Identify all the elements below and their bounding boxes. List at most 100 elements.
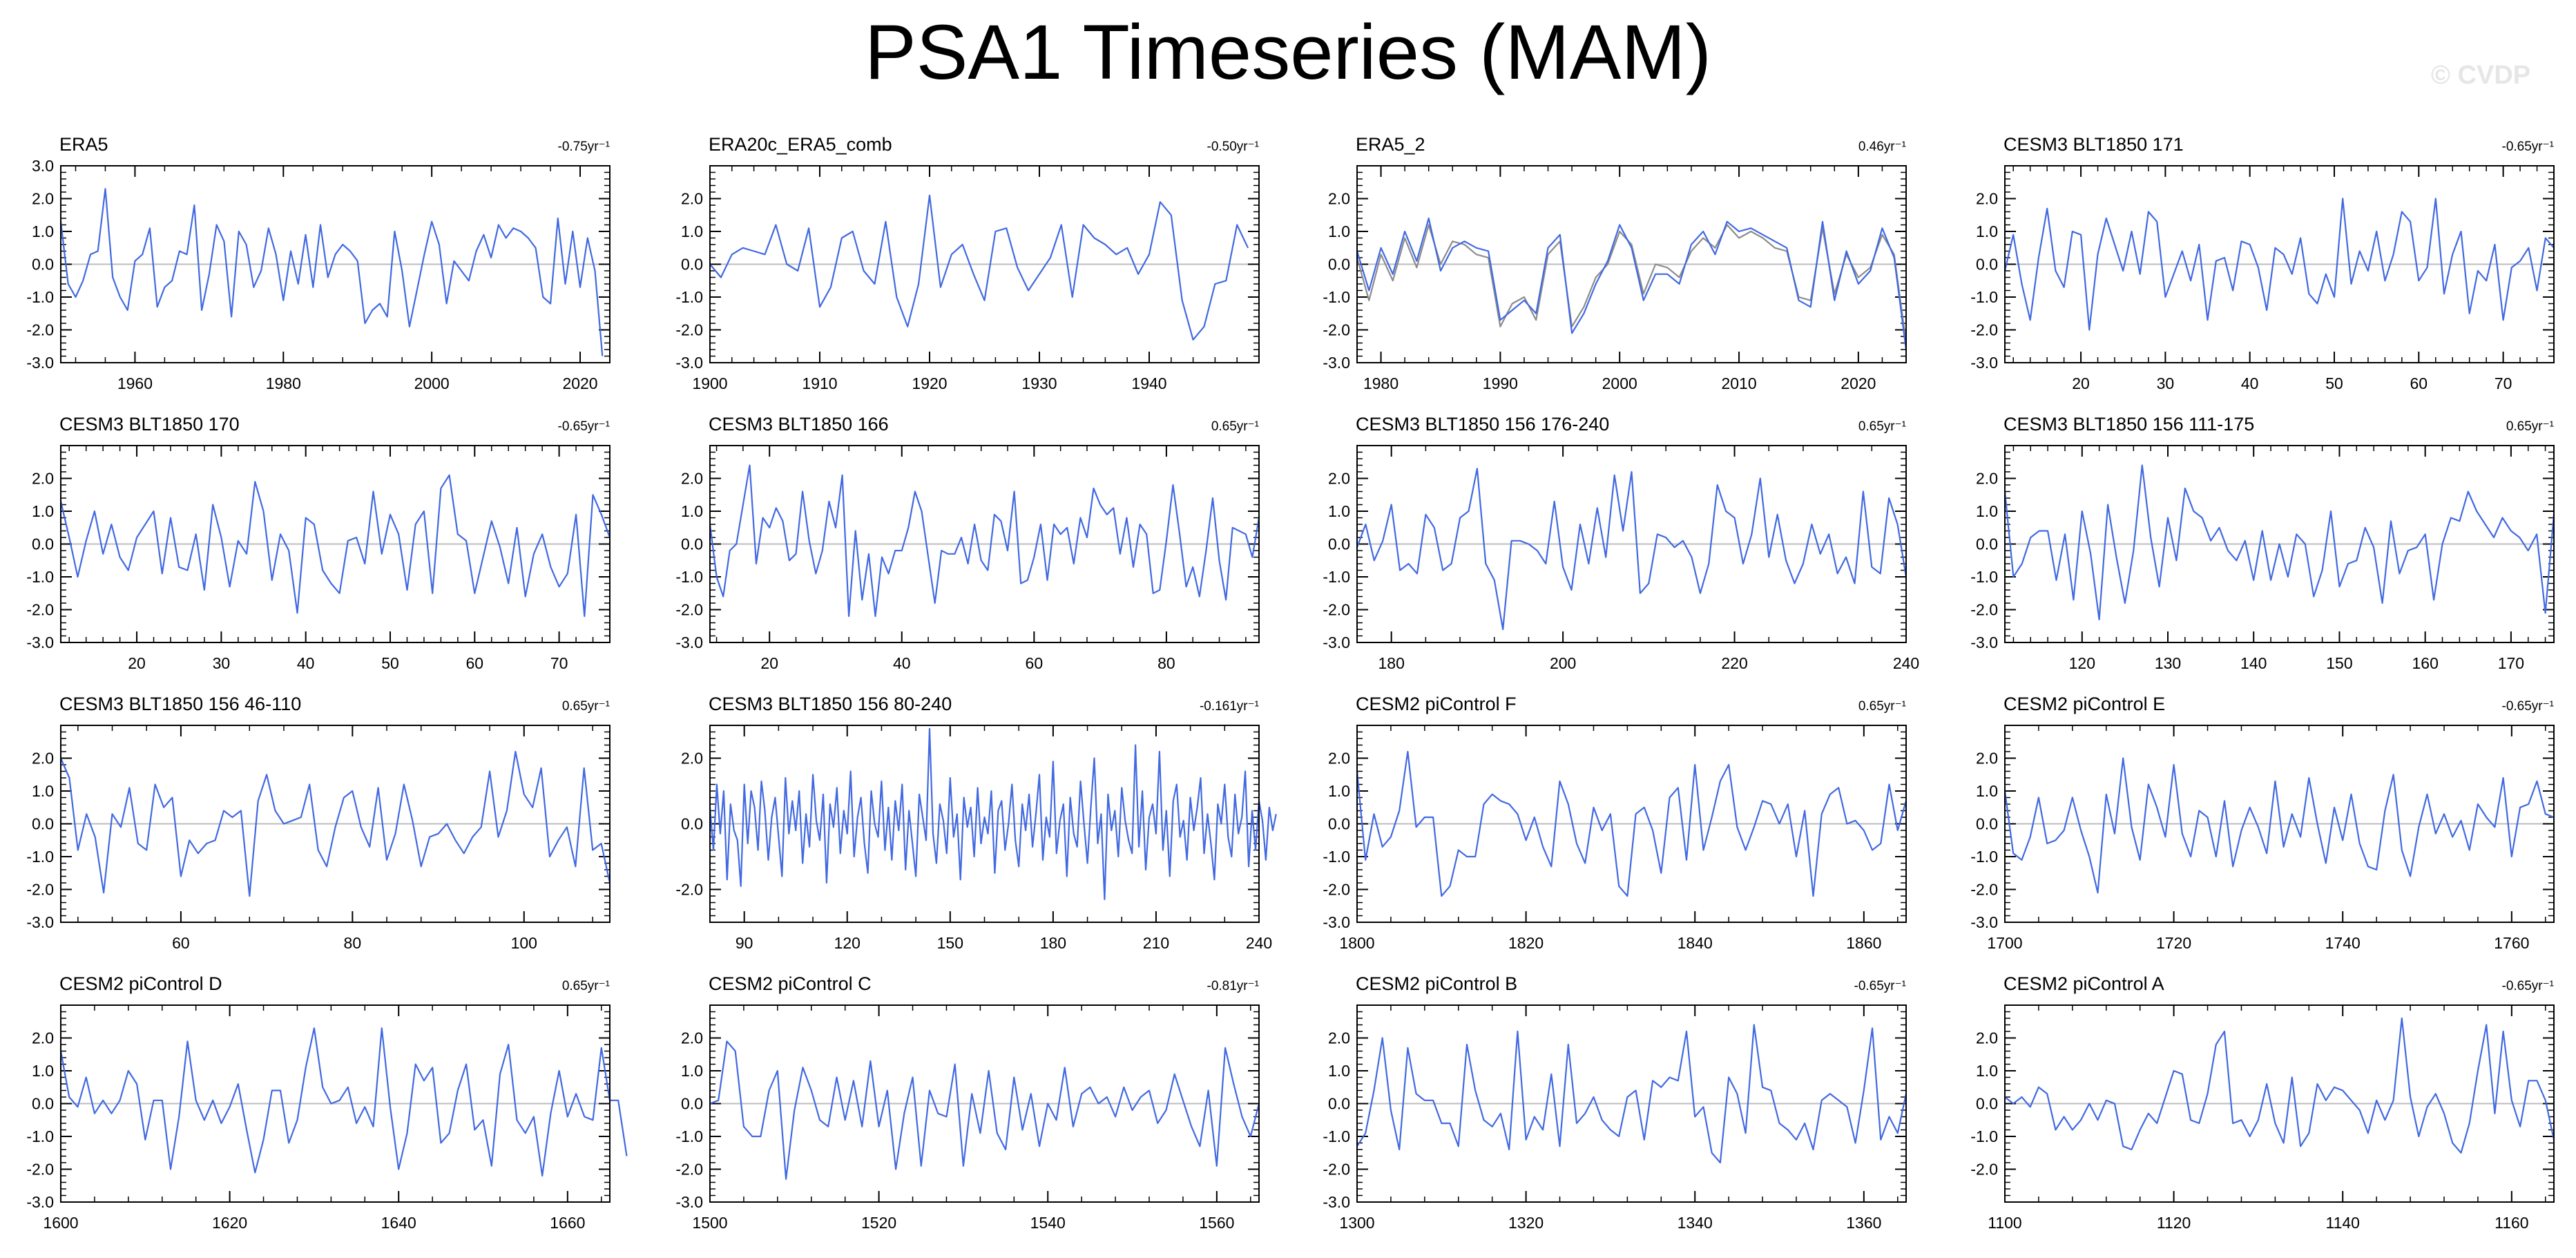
trend-label: -0.65yr⁻¹ [2502, 979, 2555, 993]
x-tick-label: 160 [2412, 654, 2438, 672]
trend-label: -0.75yr⁻¹ [558, 140, 611, 154]
timeseries-panel: CESM2 piControl D 0.65yr⁻¹ -3.0 -2.0 -1.0 0.0… [26, 973, 628, 1232]
y-tick-label: -2.0 [675, 601, 703, 619]
y-tick-label: -2.0 [1323, 881, 1350, 899]
y-tick-label: 2.0 [1976, 470, 1998, 488]
plot-frame [60, 445, 611, 643]
timeseries-panel: CESM2 piControl F 0.65yr⁻¹ -3.0 -2.0 -1.0 0.0… [1323, 694, 1907, 952]
plot-frame [1356, 445, 1907, 643]
y-tick-label: -1.0 [675, 288, 703, 306]
x-tick-label: 1930 [1021, 374, 1057, 392]
timeseries-panel: CESM3 BLT1850 166 0.65yr⁻¹ -3.0 -2.0 -1.0 0.0… [675, 414, 1260, 672]
plot-frame [60, 165, 611, 363]
x-tick-label: 1160 [2495, 1214, 2528, 1232]
y-tick-label: 2.0 [32, 750, 54, 768]
y-tick-label: -3.0 [1323, 913, 1350, 931]
series-line [709, 464, 1260, 618]
plot-frame [60, 725, 611, 923]
series-line [1356, 468, 1907, 631]
timeseries-panel: CESM3 BLT1850 170 -0.65yr⁻¹ -3.0 -2.0 -1.0 0.… [26, 414, 611, 672]
timeseries-panel: ERA5_2 0.46yr⁻¹ -3.0 -2.0 -1.0 0.0 1.0 2.0 1980 1… [1323, 134, 1907, 392]
y-tick-label: 1.0 [1328, 782, 1350, 800]
y-tick-label: -1.0 [1970, 288, 1998, 306]
x-tick-label: 60 [2410, 374, 2428, 392]
y-tick-label: 1.0 [32, 222, 54, 240]
y-tick-label: 2.0 [1328, 470, 1350, 488]
series-line [1356, 217, 1907, 350]
overlay-series-line [1356, 224, 1907, 343]
x-tick-label: 240 [1246, 934, 1272, 952]
x-tick-label: 1800 [1339, 934, 1374, 952]
y-tick-label: -3.0 [26, 913, 54, 931]
y-tick-label: -2.0 [1970, 881, 1998, 899]
y-tick-label: -2.0 [26, 1161, 54, 1179]
timeseries-panel: CESM2 piControl E -0.65yr⁻¹ -3.0 -2.0 -1.0 0.… [1970, 694, 2555, 952]
x-tick-label: 1920 [912, 374, 947, 392]
y-tick-label: 0.0 [1328, 815, 1350, 833]
x-tick-label: 1500 [692, 1214, 727, 1232]
trend-label: 0.46yr⁻¹ [1858, 140, 1906, 154]
y-tick-label: 2.0 [1328, 750, 1350, 768]
y-tick-label: 0.0 [1976, 535, 1998, 553]
x-tick-label: 60 [466, 654, 484, 672]
x-tick-label: 40 [893, 654, 911, 672]
x-tick-label: 1900 [692, 374, 727, 392]
plot-frame [60, 1004, 611, 1203]
x-tick-label: 1520 [861, 1214, 896, 1232]
panel-title: CESM3 BLT1850 156 111-175 [2003, 414, 2254, 435]
x-tick-label: 50 [381, 654, 399, 672]
y-tick-label: -3.0 [26, 633, 54, 651]
x-tick-label: 60 [1026, 654, 1044, 672]
series-line [2004, 1017, 2555, 1154]
series-line [709, 194, 1249, 341]
y-tick-label: 0.0 [681, 535, 703, 553]
y-tick-label: -3.0 [26, 1193, 54, 1211]
timeseries-panel: CESM3 BLT1850 156 46-110 0.65yr⁻¹ -3.0 -2.0… [26, 694, 611, 952]
plot-frame [709, 1004, 1260, 1203]
x-tick-label: 1820 [1508, 934, 1544, 952]
y-tick-label: 0.0 [32, 1095, 54, 1113]
y-tick-label: -1.0 [1323, 1127, 1350, 1145]
x-tick-label: 70 [2495, 374, 2512, 392]
x-tick-label: 40 [2241, 374, 2259, 392]
y-tick-label: -1.0 [26, 1127, 54, 1145]
timeseries-panel: CESM2 piControl A -0.65yr⁻¹ -2.0 -1.0 0.0 1.0… [1970, 973, 2555, 1232]
y-tick-label: -3.0 [1323, 633, 1350, 651]
x-tick-label: 150 [2326, 654, 2352, 672]
x-tick-label: 80 [344, 934, 362, 952]
x-tick-label: 240 [1893, 654, 1919, 672]
y-tick-label: 1.0 [32, 502, 54, 520]
y-tick-label: -1.0 [1323, 288, 1350, 306]
trend-label: -0.65yr⁻¹ [2502, 140, 2555, 154]
timeseries-panel: ERA5 -0.75yr⁻¹ -3.0 -2.0 -1.0 0.0 1.0 2.0 3.0 196… [26, 134, 611, 392]
series-line [1356, 1024, 1907, 1164]
plot-frame [2004, 1004, 2555, 1203]
y-tick-label: -3.0 [675, 633, 703, 651]
y-tick-label: -1.0 [675, 1127, 703, 1145]
y-tick-label: 2.0 [32, 1029, 54, 1047]
y-tick-label: 0.0 [1976, 256, 1998, 274]
y-tick-label: -2.0 [1970, 321, 1998, 339]
y-tick-label: 2.0 [681, 750, 703, 768]
panel-title: CESM3 BLT1850 170 [59, 414, 240, 435]
x-tick-label: 1700 [1987, 934, 2022, 952]
y-tick-label: 3.0 [32, 157, 54, 175]
watermark: © CVDP [2431, 61, 2531, 90]
y-tick-label: -3.0 [1970, 633, 1998, 651]
x-tick-label: 140 [2240, 654, 2267, 672]
x-tick-label: 80 [1157, 654, 1175, 672]
x-tick-label: 210 [1143, 934, 1169, 952]
trend-label: 0.65yr⁻¹ [2506, 419, 2554, 434]
y-tick-label: 1.0 [681, 222, 703, 240]
x-tick-label: 50 [2325, 374, 2343, 392]
x-tick-label: 30 [213, 654, 231, 672]
x-tick-label: 2000 [414, 374, 450, 392]
plot-frame [2004, 165, 2555, 363]
x-tick-label: 100 [511, 934, 537, 952]
x-tick-label: 1740 [2325, 934, 2361, 952]
series-line [59, 474, 611, 618]
y-tick-label: -3.0 [1323, 354, 1350, 372]
x-tick-label: 90 [736, 934, 753, 952]
y-tick-label: 1.0 [32, 1062, 54, 1080]
